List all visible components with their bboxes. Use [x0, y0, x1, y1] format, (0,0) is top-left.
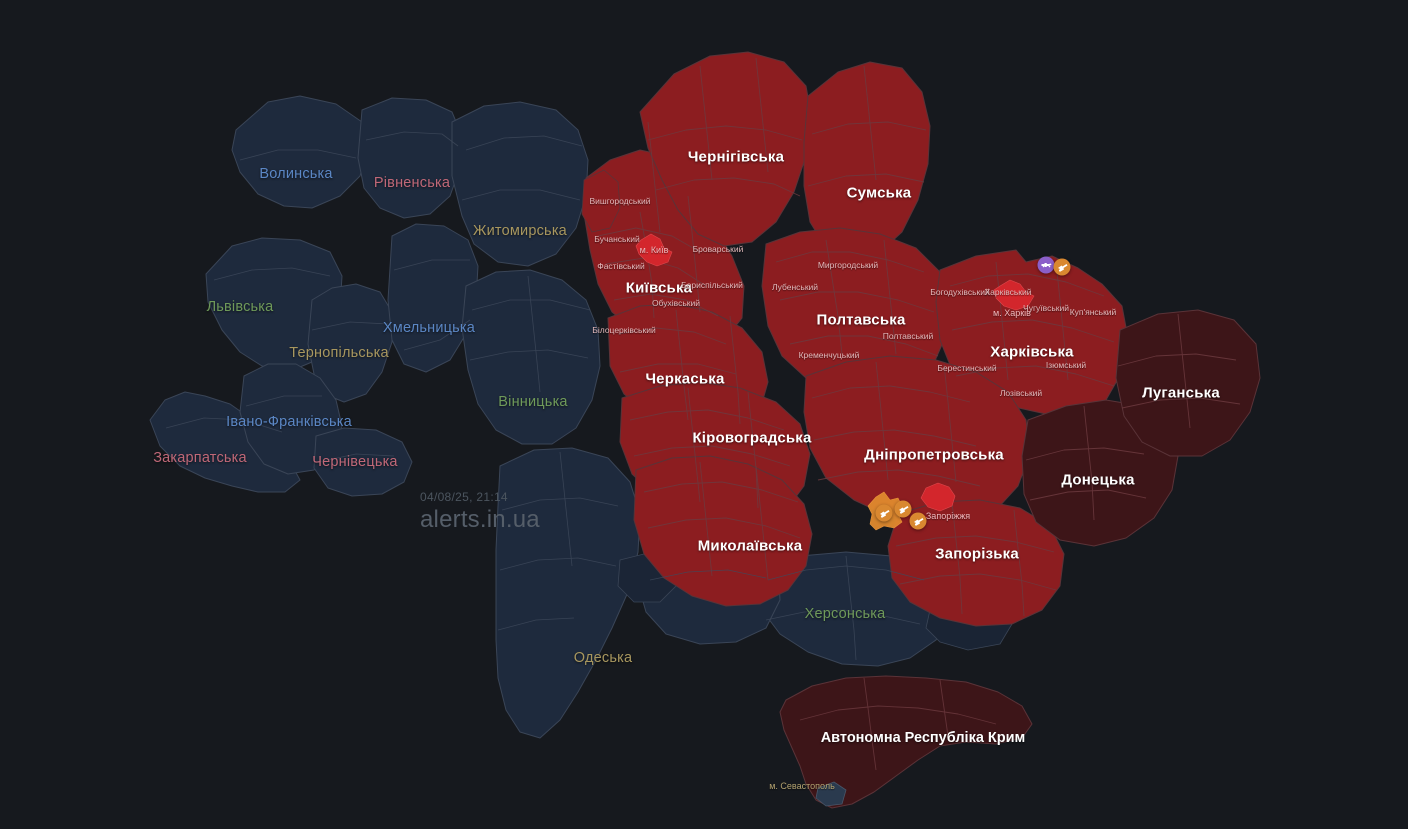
threat-marker-artillery-zap-3[interactable]: [909, 512, 927, 530]
region-shape-luhanska[interactable]: [1115, 309, 1261, 457]
region-shape-dnipropetrovska[interactable]: [803, 355, 1031, 525]
region-shape-vinnytska[interactable]: [461, 269, 601, 445]
district-borders: [597, 57, 1241, 617]
region-shape-rivnenska[interactable]: [357, 97, 463, 219]
artillery-icon: [1056, 261, 1068, 273]
region-shape-sevastopol[interactable]: [815, 781, 847, 807]
city-shape-kyiv[interactable]: [635, 233, 673, 267]
threat-marker-artillery-kharkiv[interactable]: [1053, 258, 1071, 276]
artillery-icon: [912, 515, 924, 527]
artillery-icon: [897, 503, 909, 515]
district-borders-calm: [165, 131, 925, 661]
region-shape-odeska[interactable]: [495, 447, 641, 739]
threat-marker-artillery-zap-2[interactable]: [894, 500, 912, 518]
region-shape-mykolaivska[interactable]: [633, 455, 813, 607]
artillery-icon: [878, 507, 890, 519]
region-shape-volynska[interactable]: [231, 95, 369, 209]
city-shape-zaporizhzhia[interactable]: [920, 482, 956, 512]
region-shape-kyiv-north-patch[interactable]: [581, 169, 621, 233]
region-shape-zaporizka[interactable]: [887, 499, 1065, 627]
district-borders-crimea: [799, 677, 997, 771]
region-shape-crimea[interactable]: [779, 675, 1033, 809]
city-shape-kharkiv[interactable]: [993, 279, 1035, 311]
region-shape-chernivetska[interactable]: [313, 427, 413, 497]
threat-marker-uav[interactable]: [1037, 256, 1055, 274]
region-shape-sumska[interactable]: [803, 61, 931, 261]
region-shape-zhytomyrska[interactable]: [451, 101, 589, 267]
region-shape-chernihivska[interactable]: [639, 51, 813, 247]
drone-icon: [1040, 259, 1052, 271]
threat-marker-artillery-zap-1[interactable]: [875, 504, 893, 522]
